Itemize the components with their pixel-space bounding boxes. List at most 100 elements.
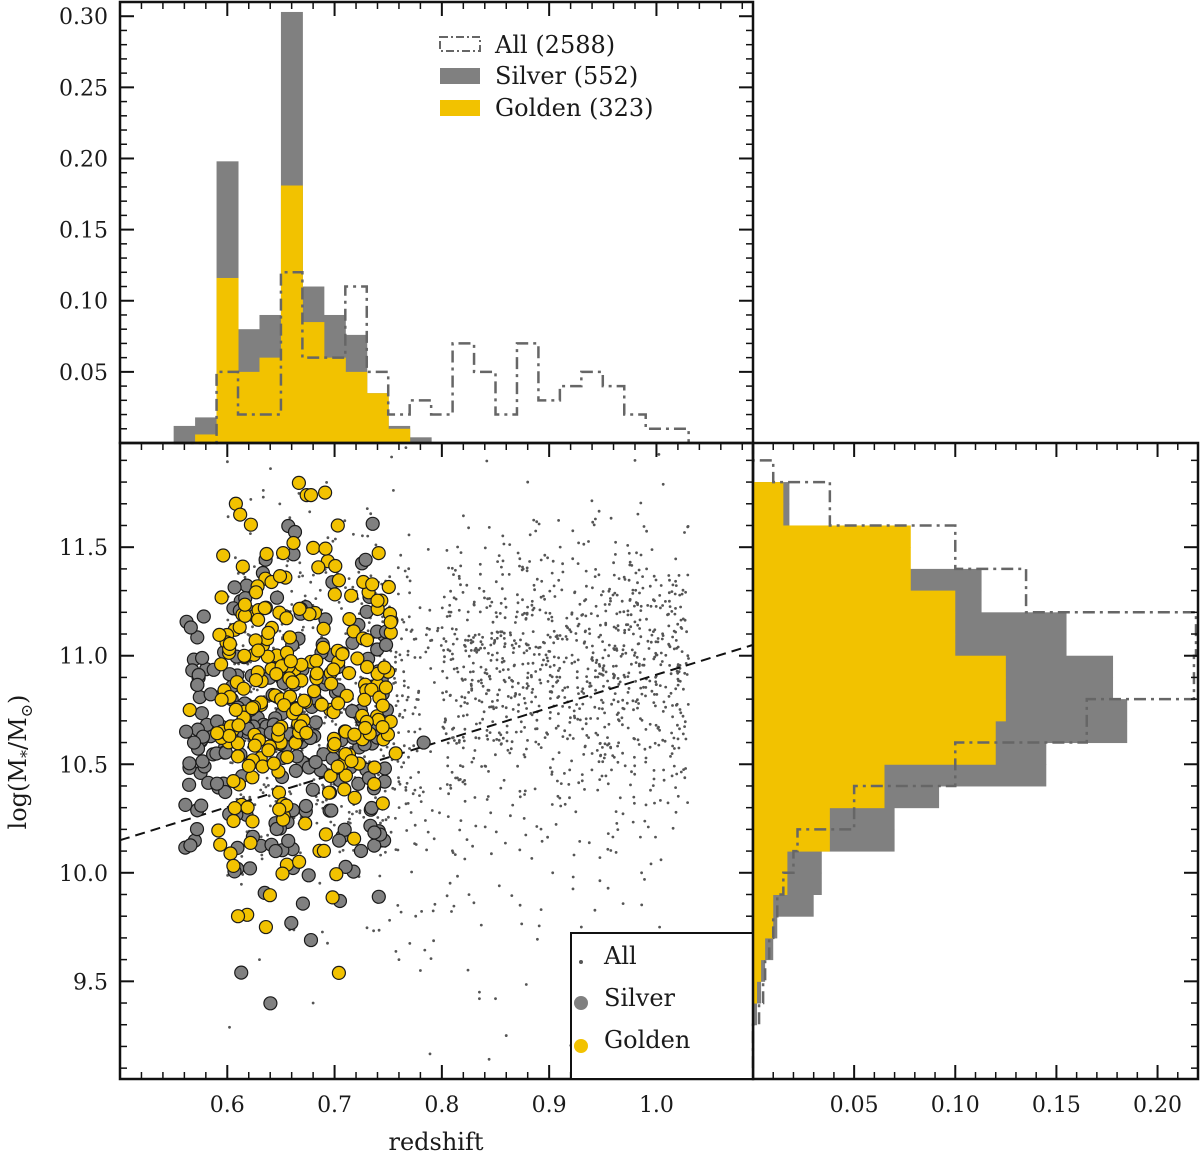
all-point [445,549,449,552]
all-point [627,578,631,582]
golden-point [237,648,252,663]
golden-point [314,697,329,712]
all-point [611,835,615,839]
all-point [496,560,499,563]
golden-point [251,643,266,658]
all-point [530,613,534,617]
all-point [617,682,621,686]
all-point [585,646,589,649]
all-point [616,760,620,764]
all-point [453,632,457,636]
all-point [512,664,516,668]
all-point [670,774,674,778]
all-point [459,551,463,554]
all-point [552,663,556,667]
all-point [453,739,456,742]
all-point [677,679,680,683]
all-point [637,568,641,572]
all-point [297,575,301,579]
all-point [614,553,617,556]
all-point [585,680,589,683]
all-point [514,621,517,624]
all-point [580,690,584,693]
all-point [446,648,450,652]
all-point [514,642,518,645]
all-point [449,610,453,614]
legend-silver-point-label: Silver [604,984,676,1012]
legend-silver-swatch [440,68,480,84]
all-point [659,858,663,862]
all-point [485,798,489,801]
all-point [502,659,506,663]
all-point [226,618,230,622]
all-point [518,848,522,852]
all-point [456,670,460,674]
all-point [390,455,393,459]
all-point [499,601,503,605]
all-point [604,609,608,613]
all-point [594,731,598,735]
all-point [351,812,354,816]
all-point [425,626,429,630]
all-point [481,635,484,639]
all-point [411,712,415,716]
all-point [290,603,294,606]
all-point [662,768,665,772]
all-point [670,752,674,755]
all-point [623,628,627,632]
all-point [491,653,494,657]
all-point [309,580,313,584]
all-point [408,579,412,583]
all-point [621,723,624,727]
all-point [640,692,644,696]
all-point [618,796,622,800]
golden-point [230,749,245,764]
golden-point [331,965,346,981]
all-point [478,721,482,725]
all-point [597,573,601,577]
all-point [648,722,652,726]
all-point [463,701,467,704]
all-point [623,675,627,679]
all-point [482,589,486,593]
all-point [573,591,576,595]
all-point [525,682,529,685]
all-point [632,795,636,799]
all-point [587,736,590,739]
all-point [450,566,454,570]
all-point [480,681,483,685]
all-point [633,604,636,608]
golden-point [226,813,241,829]
golden-point [357,692,372,707]
all-point [523,726,526,729]
golden-point [226,773,241,789]
all-point [673,612,677,616]
all-point [612,573,616,577]
all-point [667,574,671,577]
all-point [413,706,417,709]
silver-point [179,724,194,739]
silver-point [195,650,210,666]
all-point [639,686,643,690]
all-point [600,593,603,597]
all-point [594,661,598,664]
all-point [530,599,534,603]
all-point [662,700,666,704]
all-point [612,672,615,676]
all-point [642,657,646,661]
all-point [288,790,291,793]
all-point [494,997,497,1001]
all-point [538,608,542,612]
all-point [522,651,526,655]
x-axis-title: redshift [388,1128,483,1156]
all-point [413,788,417,792]
all-point [628,560,632,564]
all-point [408,747,411,750]
all-point [532,653,536,656]
all-point [261,791,265,795]
all-point [509,747,513,751]
all-point [601,746,604,749]
all-point [442,698,446,702]
all-point [666,801,670,805]
all-point [531,687,535,691]
